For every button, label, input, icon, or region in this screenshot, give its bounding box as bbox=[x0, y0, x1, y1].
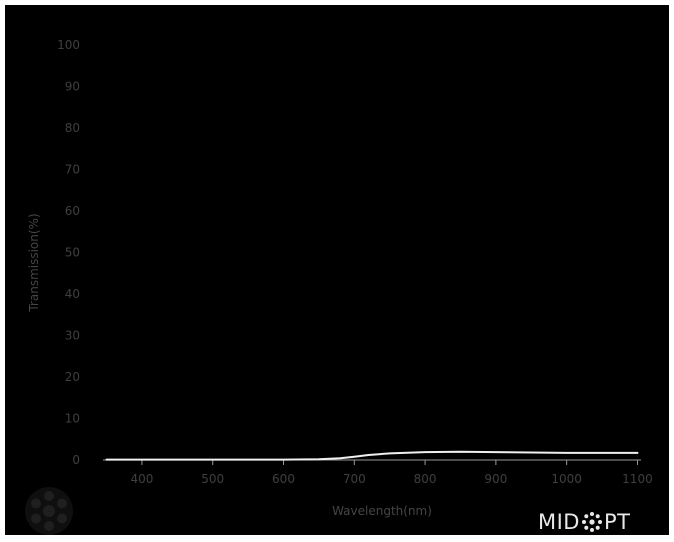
x-tick-label: 600 bbox=[272, 472, 295, 486]
x-tick-label: 400 bbox=[130, 472, 153, 486]
x-tick-label: 500 bbox=[201, 472, 224, 486]
y-tick-label: 90 bbox=[65, 80, 80, 94]
y-tick-label: 80 bbox=[65, 121, 80, 135]
transmission-series-line bbox=[105, 450, 639, 461]
starburst-o-icon bbox=[581, 511, 603, 533]
y-tick-label: 30 bbox=[65, 329, 80, 343]
y-tick-label: 50 bbox=[65, 246, 80, 260]
y-tick-label: 60 bbox=[65, 204, 80, 218]
brand-text-left: MID bbox=[538, 510, 580, 534]
brand-logo: MID PT bbox=[538, 508, 630, 536]
x-tick-label: 900 bbox=[484, 472, 507, 486]
y-tick-label: 20 bbox=[65, 370, 80, 384]
x-tick-label: 800 bbox=[414, 472, 437, 486]
x-tick-label: 700 bbox=[343, 472, 366, 486]
x-axis-title: Wavelength(nm) bbox=[332, 504, 432, 518]
y-tick-label: 10 bbox=[65, 412, 80, 426]
y-axis-title: Transmission(%) bbox=[27, 213, 41, 312]
y-tick-label: 100 bbox=[57, 38, 80, 52]
brand-text-right: PT bbox=[603, 510, 631, 534]
chart-frame: 400 500 600 700 800 900 1000 1100 0 10 20 30 40 50 60 7… bbox=[5, 5, 669, 535]
transmission-chart: 400 500 600 700 800 900 1000 1100 0 10 20 30 40 50 60 7… bbox=[27, 38, 653, 518]
y-tick-label: 70 bbox=[65, 163, 80, 177]
x-tick-label: 1100 bbox=[622, 472, 653, 486]
lens-emblem-icon bbox=[23, 485, 75, 537]
y-tick-label: 0 bbox=[72, 453, 80, 467]
y-tick-label: 40 bbox=[65, 287, 80, 301]
x-tick-label: 1000 bbox=[551, 472, 582, 486]
